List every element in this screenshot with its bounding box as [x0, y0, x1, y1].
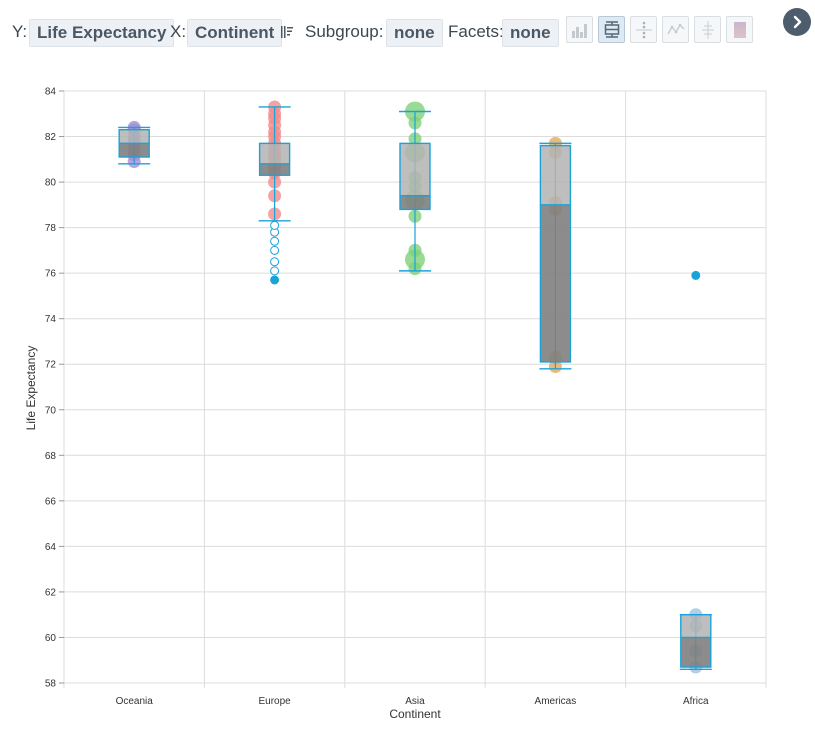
x-label: X: [170, 22, 187, 41]
line-chart-icon[interactable] [662, 16, 689, 43]
x-selector[interactable]: Continent [187, 19, 283, 47]
toolbar: Y: Life Expectancy X: Continent Subgroup… [0, 16, 815, 48]
y-label: Y: [12, 22, 28, 41]
box-lower [680, 637, 711, 668]
y-tick-label: 68 [45, 451, 57, 462]
box-upper [119, 129, 150, 144]
subgroup-label: Subgroup: [305, 22, 384, 41]
y-tick-label: 76 [45, 269, 57, 280]
box-lower [259, 163, 290, 176]
facets-label: Facets: [448, 22, 504, 41]
sort-icon[interactable] [281, 25, 293, 39]
box-outline [258, 142, 291, 176]
box-lower [540, 204, 571, 362]
box-group-europe [258, 100, 291, 285]
outlier-point [270, 266, 280, 276]
x-tick-label: Europe [258, 696, 291, 707]
y-tick-label: 60 [45, 633, 57, 644]
outlier-point [270, 245, 280, 255]
gridlines [63, 90, 767, 688]
x-tick-label: Oceania [116, 696, 154, 707]
heatmap-icon[interactable] [726, 16, 753, 43]
bar-chart-icon[interactable] [566, 16, 593, 43]
outlier-point [270, 220, 280, 230]
y-selector[interactable]: Life Expectancy [29, 19, 175, 47]
x-axis-ticks: Oceania Europe Asia Americas Africa [116, 696, 709, 707]
box-plot-marks [118, 100, 712, 674]
box-outline [399, 142, 431, 211]
box-outline [539, 144, 572, 363]
y-tick-label: 62 [45, 587, 57, 598]
y-tick-label: 66 [45, 496, 57, 507]
box-group-africa [679, 270, 712, 674]
outlier-point [270, 275, 280, 285]
y-tick-label: 80 [45, 178, 57, 189]
box-group-oceania [118, 120, 151, 169]
box-plot-icon[interactable] [598, 16, 625, 43]
y-tick-label: 64 [45, 542, 57, 553]
y-tick-label: 70 [45, 405, 57, 416]
x-tick-label: Asia [405, 696, 425, 707]
violin-icon[interactable] [694, 16, 721, 43]
y-axis-title: Life Expectancy [24, 346, 38, 431]
box-upper [259, 143, 290, 164]
box-group-asia [399, 101, 431, 276]
x-tick-label: Africa [683, 696, 709, 707]
facets-selector[interactable]: none [502, 19, 559, 47]
y-tick-label: 84 [45, 87, 57, 98]
strip-plot-icon[interactable] [630, 16, 657, 43]
x-axis-title: Continent [389, 707, 441, 721]
box-upper [540, 145, 571, 205]
y-tick-label: 58 [45, 679, 57, 690]
y-tick-label: 82 [45, 132, 57, 143]
next-arrow-button[interactable] [783, 8, 811, 36]
subgroup-selector[interactable]: none [386, 19, 443, 47]
outlier-point [691, 270, 701, 280]
outlier-point [270, 257, 280, 267]
x-tick-label: Americas [535, 696, 577, 707]
y-axis-ticks: 58 60 62 64 66 68 70 72 74 76 78 80 82 84 [45, 87, 64, 690]
box-lower [400, 195, 430, 210]
box-lower [119, 143, 150, 158]
box-outline [680, 613, 712, 668]
y-tick-label: 72 [45, 360, 57, 371]
box-upper [400, 143, 430, 196]
outlier-point [270, 236, 280, 246]
y-tick-label: 78 [45, 223, 57, 234]
y-tick-label: 74 [45, 314, 57, 325]
box-upper [680, 614, 711, 638]
box-group-americas [539, 136, 572, 374]
